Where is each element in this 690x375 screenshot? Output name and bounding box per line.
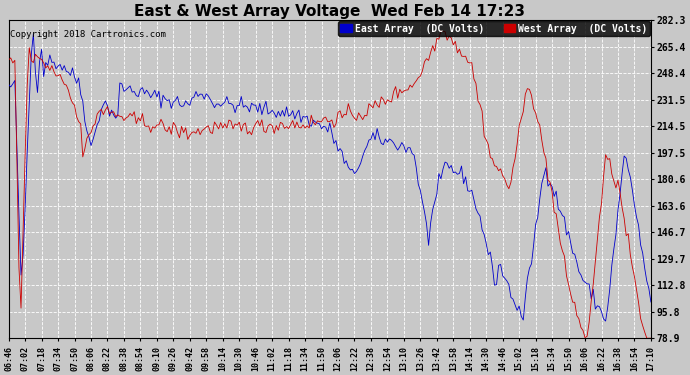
Legend: East Array  (DC Volts), West Array  (DC Volts): East Array (DC Volts), West Array (DC Vo… (338, 21, 650, 36)
Text: Copyright 2018 Cartronics.com: Copyright 2018 Cartronics.com (10, 30, 166, 39)
Title: East & West Array Voltage  Wed Feb 14 17:23: East & West Array Voltage Wed Feb 14 17:… (135, 4, 525, 19)
